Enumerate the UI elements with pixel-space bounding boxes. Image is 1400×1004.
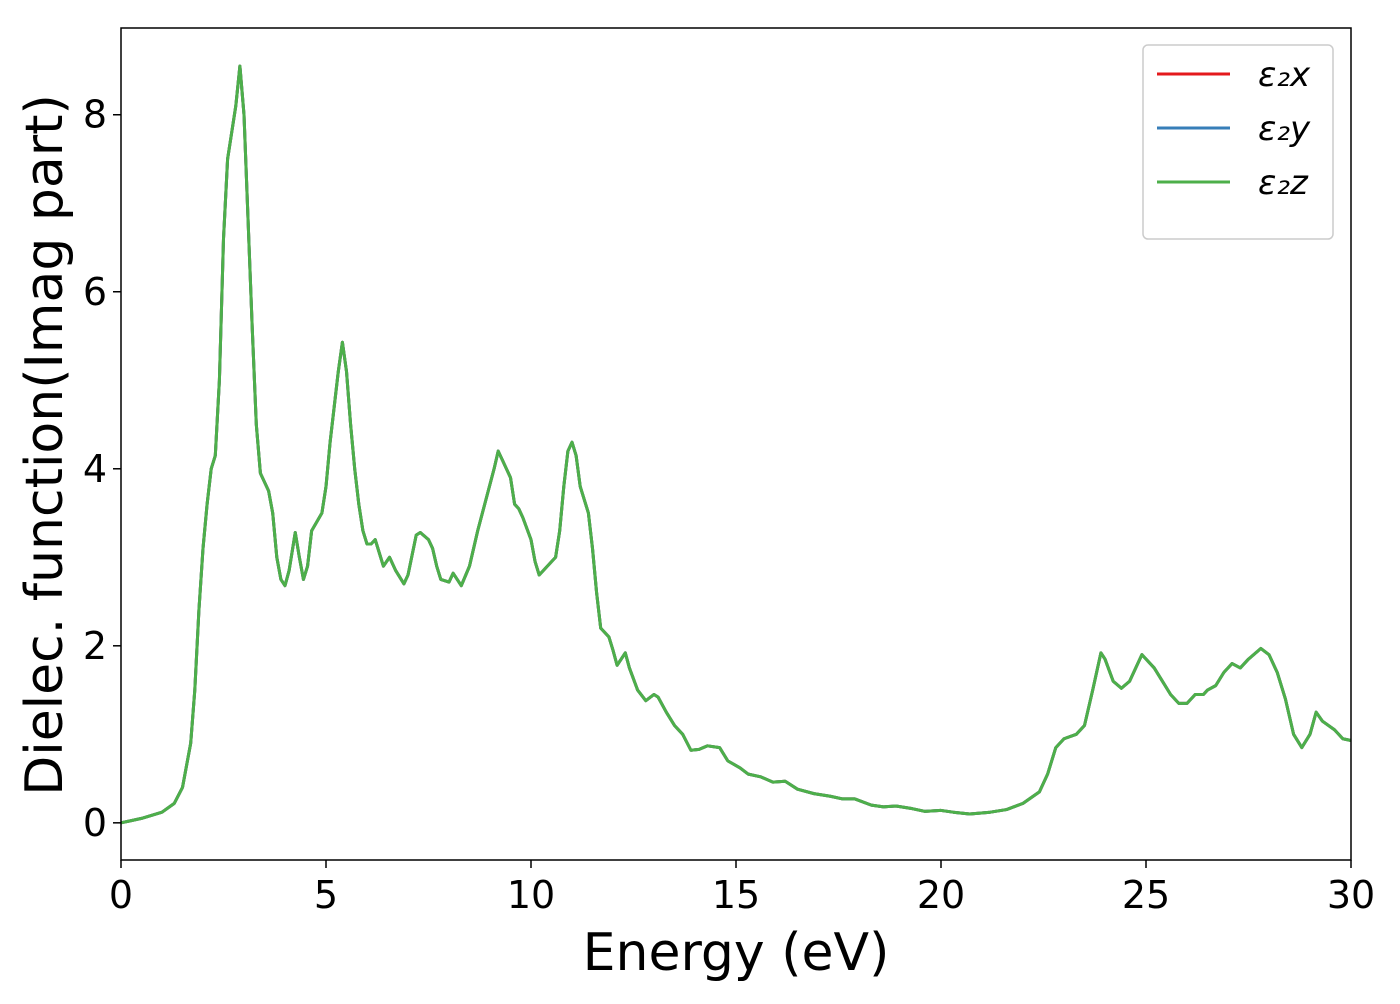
- series-line: [120, 64, 1352, 825]
- x-tick-label: 20: [917, 873, 965, 917]
- y-axis-label: Dielec. function(Imag part): [15, 94, 75, 796]
- x-tick-label: 25: [1122, 873, 1170, 917]
- y-tick-label: 2: [83, 624, 107, 668]
- plot-frame: [120, 27, 1352, 861]
- x-tick-label: 30: [1327, 873, 1375, 917]
- legend-label: ε₂z: [1258, 163, 1309, 203]
- legend: ε₂x ε₂y ε₂z: [1142, 44, 1334, 240]
- legend-label: ε₂x: [1258, 55, 1311, 95]
- y-tick-label: 6: [83, 270, 107, 314]
- y-tick-label: 8: [83, 93, 107, 137]
- x-tick-label: 5: [314, 873, 338, 917]
- y-tick-label: 4: [83, 447, 107, 491]
- y-tick-label: 0: [83, 801, 107, 845]
- x-axis-label: Energy (eV): [583, 923, 890, 983]
- legend-box: [1142, 44, 1334, 240]
- x-tick-label: 0: [109, 873, 133, 917]
- x-tick-label: 15: [712, 873, 760, 917]
- x-tick-label: 10: [507, 873, 555, 917]
- legend-label: ε₂y: [1258, 109, 1311, 149]
